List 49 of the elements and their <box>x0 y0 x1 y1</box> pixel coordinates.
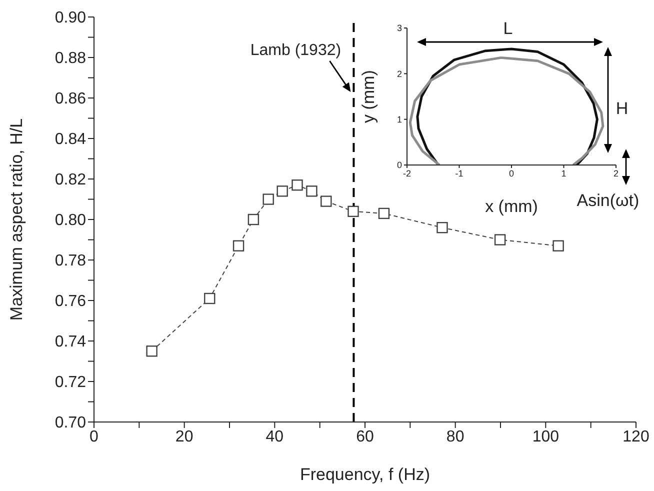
x-tick-label: 1 <box>561 168 566 178</box>
annotation: L <box>503 19 513 38</box>
y-tick-label: 0 <box>396 160 402 170</box>
y-tick-label: 0.78 <box>54 252 86 270</box>
y-tick-label: 1 <box>396 114 402 125</box>
point <box>552 240 564 252</box>
point <box>306 186 318 197</box>
point <box>146 346 158 357</box>
point <box>320 196 332 207</box>
point <box>262 194 274 205</box>
x-tick-label: 80 <box>446 428 464 446</box>
y-tick-label: 0.70 <box>54 414 86 432</box>
y-tick-label: 0.76 <box>54 293 86 310</box>
point <box>494 234 506 246</box>
x-axis-title: x (mm) <box>485 197 538 216</box>
x-tick-label: 60 <box>356 428 374 446</box>
y-tick-label: 0.86 <box>54 90 86 108</box>
point <box>436 222 448 234</box>
point <box>348 206 359 217</box>
annotation: H <box>616 99 628 118</box>
x-tick-label: 40 <box>266 428 284 446</box>
x-tick-label: 0 <box>90 428 99 446</box>
point <box>378 208 390 220</box>
y-tick-label: 0.84 <box>54 131 86 148</box>
y-axis-title: Maximum aspect ratio, H/L <box>7 118 26 321</box>
point <box>276 186 288 197</box>
x-tick-label: 0 <box>508 168 514 178</box>
y-tick-label: 2 <box>396 68 402 79</box>
x-tick-label: 100 <box>532 428 560 446</box>
x-tick-label: -2 <box>402 168 412 178</box>
point <box>232 240 244 252</box>
y-tick-label: 0.80 <box>54 212 86 230</box>
y-tick-label: 0.72 <box>54 374 86 392</box>
y-tick-label: 0.74 <box>54 334 86 351</box>
x-tick-label: -1 <box>455 168 464 178</box>
x-tick-label: 2 <box>613 168 619 178</box>
point <box>292 179 303 191</box>
x-tick-label: 120 <box>622 428 650 446</box>
point <box>204 292 216 304</box>
y-tick-label: 3 <box>396 23 402 34</box>
y-tick-label: 0.88 <box>54 50 86 68</box>
x-tick-label: 20 <box>175 428 194 446</box>
point <box>248 214 260 226</box>
x-axis-title: Frequency, f (Hz) <box>300 465 430 484</box>
y-axis-title: y (mm) <box>359 70 378 123</box>
annotation: Asin(ωt) <box>576 191 640 210</box>
ref-line-label: Lamb (1932) <box>250 42 342 59</box>
y-tick-label: 0.82 <box>54 172 86 189</box>
y-tick-label: 0.90 <box>54 10 86 27</box>
